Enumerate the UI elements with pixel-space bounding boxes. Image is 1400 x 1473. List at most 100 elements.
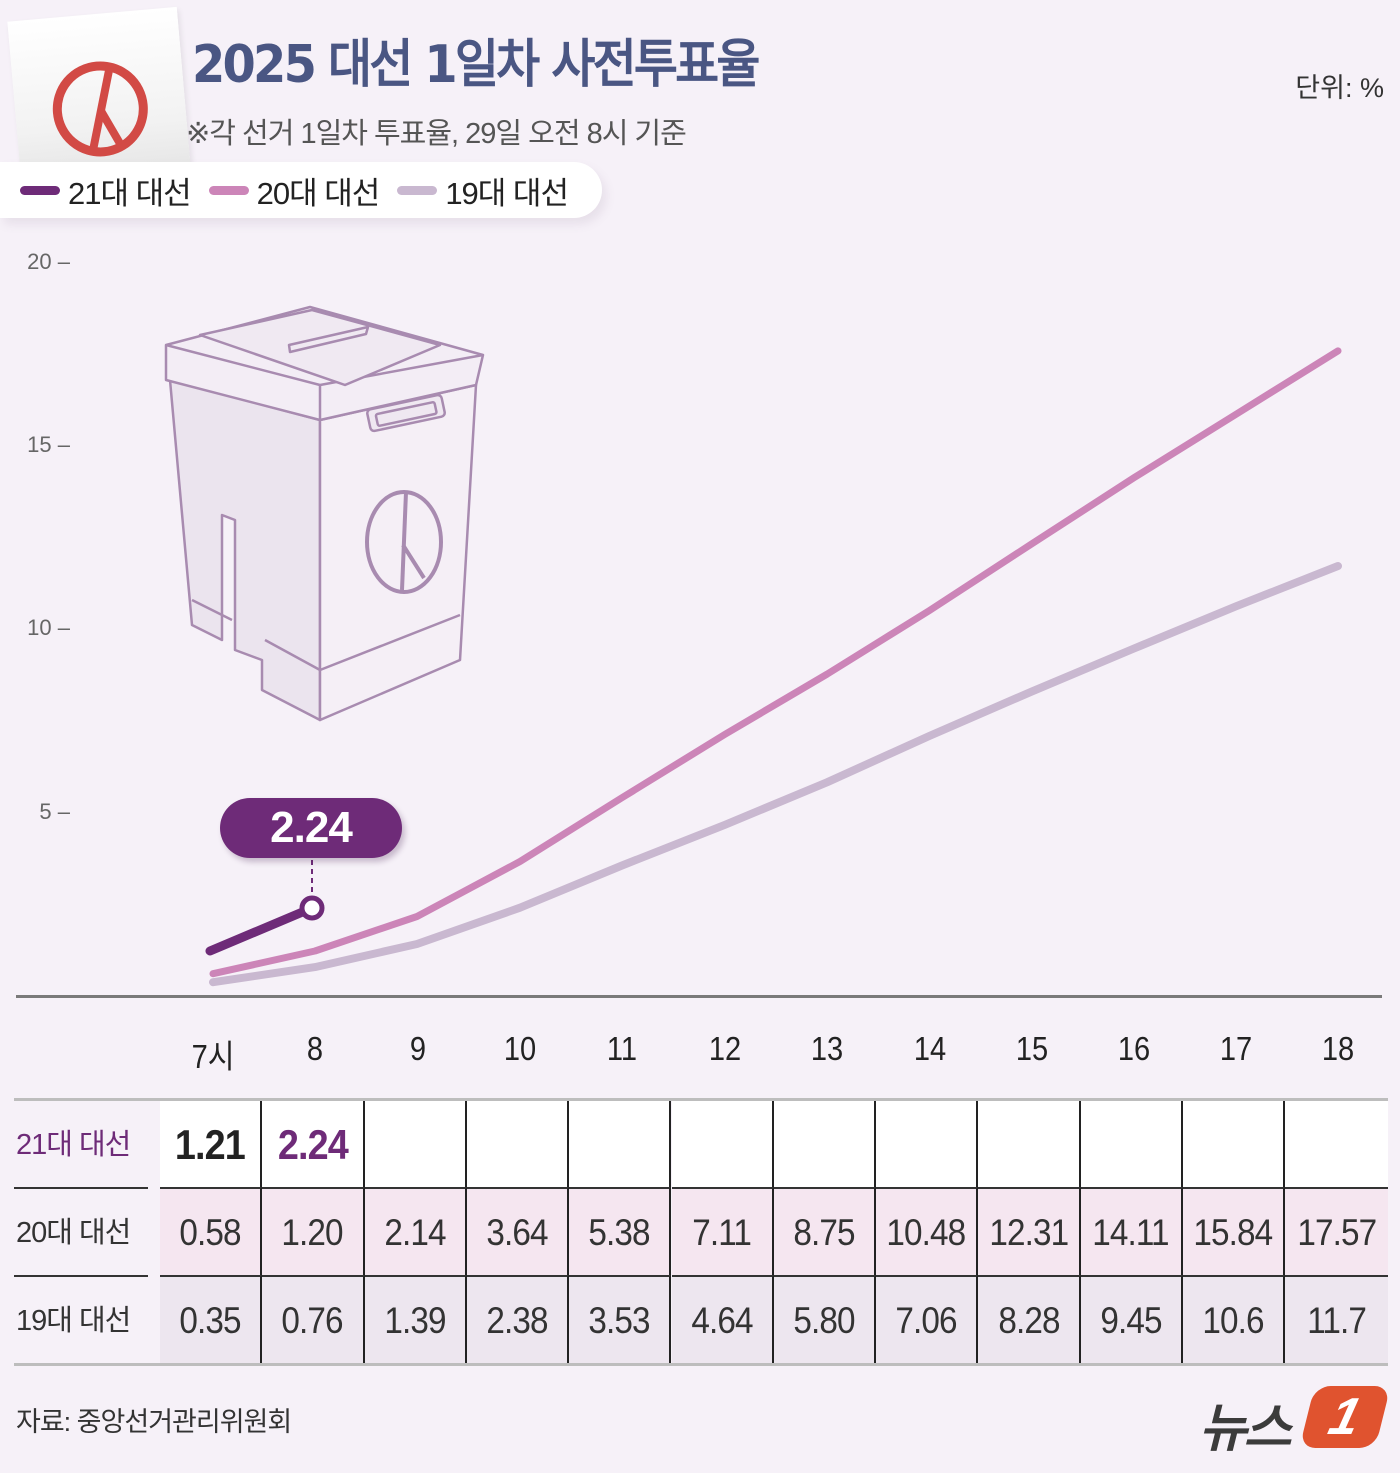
- table-cell: 3.64: [466, 1187, 570, 1275]
- table-cell: 10.48: [876, 1187, 979, 1275]
- cell-value: 8.75: [793, 1212, 855, 1253]
- page-subtitle: ※각 선거 1일차 투표율, 29일 오전 8시 기준: [186, 118, 687, 150]
- legend-label: 19대 대선: [445, 175, 569, 211]
- table-cell: 14.11: [1080, 1187, 1183, 1275]
- legend-item-20: 20대 대선: [208, 168, 381, 213]
- x-axis-line: [16, 995, 1382, 998]
- y-tick-label: 5: [39, 799, 52, 824]
- cell-value: 9.45: [1100, 1300, 1162, 1341]
- table-top-border: [14, 1098, 1388, 1101]
- cell-value: 14.11: [1092, 1212, 1170, 1253]
- table-cell: 11.7: [1285, 1275, 1388, 1363]
- table-cell: 5.80: [773, 1275, 877, 1363]
- table-cell: [1183, 1101, 1286, 1189]
- cell-value: 15.84: [1193, 1212, 1274, 1253]
- table-cell: 0.76: [262, 1275, 365, 1363]
- cell-value: 0.35: [179, 1300, 242, 1341]
- cell-value: 5.80: [793, 1300, 855, 1341]
- table-cell: 8.75: [773, 1187, 877, 1275]
- table-cell: 7.06: [876, 1275, 979, 1363]
- x-label: 15: [1015, 1030, 1049, 1067]
- cell-value: 2.38: [486, 1300, 548, 1341]
- table-cell: [876, 1101, 979, 1189]
- cell-value: 2.14: [384, 1212, 446, 1253]
- cell-value: 7.06: [895, 1300, 958, 1341]
- y-tick-10: 10 –: [27, 615, 70, 640]
- y-tick-label: 15: [27, 432, 52, 457]
- cell-value: 10.6: [1202, 1300, 1265, 1341]
- legend-swatch-21: [20, 185, 60, 195]
- latest-value-callout: 2.24: [220, 798, 402, 858]
- logo-badge-icon: 1: [1299, 1386, 1391, 1448]
- x-label: 16: [1117, 1030, 1151, 1067]
- table-cell: [466, 1101, 570, 1189]
- table-cell: [1285, 1101, 1388, 1189]
- cell-value: 12.31: [989, 1212, 1069, 1253]
- logo-text: 뉴스: [1199, 1400, 1292, 1458]
- table-cell: 2.38: [466, 1275, 570, 1363]
- table-cell: 5.38: [569, 1187, 672, 1275]
- cell-value: 8.28: [997, 1300, 1060, 1341]
- table-cell: 4.64: [671, 1275, 774, 1363]
- legend-label: 20대 대선: [256, 175, 381, 211]
- cell-value: 7.11: [692, 1212, 752, 1253]
- table-cell: [569, 1101, 672, 1189]
- x-label: 11: [606, 1030, 638, 1067]
- cell-value: 0.76: [281, 1300, 344, 1341]
- table-cell: 8.28: [978, 1275, 1081, 1363]
- cell-value: 3.64: [486, 1212, 548, 1253]
- chart-legend: 21대 대선 20대 대선 19대 대선: [0, 162, 602, 218]
- cell-value: 10.48: [886, 1212, 967, 1253]
- table-cell: 1.20: [262, 1187, 365, 1275]
- unit-label: 단위: %: [1295, 73, 1384, 103]
- cell-value: 5.38: [588, 1212, 651, 1253]
- row-label-21: 21대 대선: [16, 1129, 131, 1161]
- cell-value: 1.21: [175, 1121, 246, 1168]
- row-divider: [14, 1275, 148, 1277]
- series-line-20: [209, 347, 1342, 978]
- row-label-20: 20대 대선: [16, 1217, 131, 1249]
- cell-value: 3.53: [588, 1300, 651, 1341]
- vote-stamp-icon: [52, 61, 148, 157]
- cell-value: 2.24: [277, 1121, 348, 1168]
- cell-value: 17.57: [1297, 1212, 1377, 1253]
- x-label: 13: [810, 1030, 844, 1067]
- x-label: 10: [503, 1030, 537, 1067]
- table-cell: 17.57: [1285, 1187, 1388, 1275]
- x-label: 12: [708, 1030, 742, 1067]
- table-bottom-border: [14, 1363, 1388, 1366]
- table-cell: [1080, 1101, 1183, 1189]
- x-label: 18: [1321, 1030, 1355, 1067]
- x-label: 9: [409, 1030, 427, 1067]
- table-cell: [364, 1101, 467, 1189]
- table-cell: 9.45: [1080, 1275, 1183, 1363]
- table-cell: [978, 1101, 1081, 1189]
- legend-item-21: 21대 대선: [20, 168, 192, 213]
- y-tick-label: 10: [27, 615, 52, 640]
- vote-stamp-paper: [7, 6, 191, 182]
- table-cell: [671, 1101, 774, 1189]
- ballot-box-icon: [164, 305, 485, 722]
- legend-item-19: 19대 대선: [397, 168, 569, 213]
- table-cell: 3.53: [569, 1275, 672, 1363]
- table-cell: 1.21: [160, 1101, 263, 1189]
- row-label-19: 19대 대선: [16, 1305, 131, 1337]
- x-label: 7시: [191, 1038, 235, 1075]
- cell-value: 11.7: [1307, 1300, 1367, 1341]
- series-line-21: [205, 903, 317, 956]
- logo-badge-text: 1: [1323, 1388, 1367, 1446]
- x-label: 8: [306, 1030, 324, 1067]
- table-cell: 7.11: [671, 1187, 774, 1275]
- cell-value: 1.39: [384, 1300, 446, 1341]
- table-cell: 15.84: [1183, 1187, 1286, 1275]
- cell-value: 1.20: [281, 1212, 344, 1253]
- news1-logo: 뉴스 1: [1195, 1380, 1391, 1458]
- table-cell: 2.14: [364, 1187, 467, 1275]
- page-title: 2025 대선 1일차 사전투표율: [192, 35, 760, 95]
- table-cell: 1.39: [364, 1275, 467, 1363]
- line-chart: [164, 305, 1342, 987]
- x-label: 14: [913, 1030, 947, 1067]
- series-line-19: [209, 562, 1342, 987]
- y-tick-5: 5 –: [39, 799, 70, 824]
- y-tick-20: 20 –: [27, 249, 70, 274]
